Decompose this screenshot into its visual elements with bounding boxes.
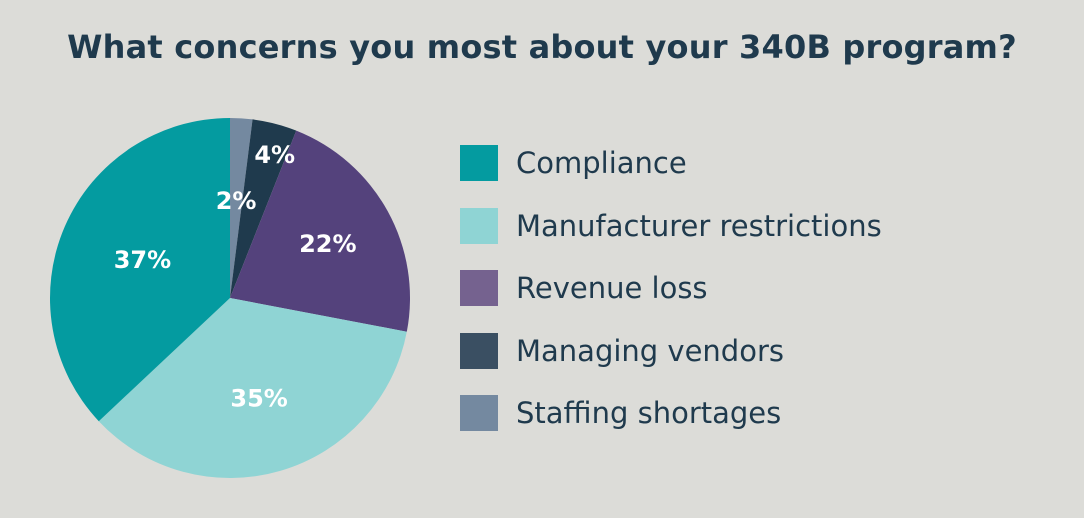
pie-slices	[49, 117, 410, 478]
pie-slice-revenue-loss	[230, 130, 410, 332]
pie-slice-staffing-shortages	[230, 118, 253, 298]
legend-item-compliance: Compliance	[460, 132, 882, 195]
legend-item-managing-vendors: Managing vendors	[460, 320, 882, 383]
pie-slice-compliance	[49, 117, 230, 422]
legend-item-revenue-loss: Revenue loss	[460, 257, 882, 320]
legend: Compliance Manufacturer restrictions Rev…	[460, 132, 882, 445]
legend-label-compliance: Compliance	[516, 146, 687, 181]
pie-label-managing-vendors: 4%	[254, 141, 295, 169]
pie-label-staffing-shortages: 2%	[216, 187, 257, 215]
pie-labels: 2% 4% 22% 35% 37%	[114, 141, 357, 412]
pie-label-manufacturer-restrictions: 35%	[230, 384, 287, 412]
legend-swatch-managing-vendors	[460, 332, 498, 369]
legend-label-manufacturer-restrictions: Manufacturer restrictions	[516, 208, 882, 243]
pie-slice-manufacturer-restrictions	[98, 298, 407, 478]
legend-swatch-staffing-shortages	[460, 395, 498, 432]
legend-label-staffing-shortages: Staffing shortages	[516, 396, 782, 431]
legend-item-manufacturer-restrictions: Manufacturer restrictions	[460, 195, 882, 258]
legend-label-revenue-loss: Revenue loss	[516, 271, 708, 306]
legend-item-staffing-shortages: Staffing shortages	[460, 382, 882, 445]
legend-swatch-compliance	[460, 145, 498, 182]
pie-label-compliance: 37%	[114, 246, 171, 274]
pie-label-revenue-loss: 22%	[299, 230, 356, 258]
legend-label-managing-vendors: Managing vendors	[516, 333, 784, 368]
pie-slice-managing-vendors	[230, 119, 297, 298]
legend-swatch-revenue-loss	[460, 270, 498, 307]
legend-swatch-manufacturer-restrictions	[460, 207, 498, 244]
chart-title: What concerns you most about your 340B p…	[67, 28, 1017, 66]
